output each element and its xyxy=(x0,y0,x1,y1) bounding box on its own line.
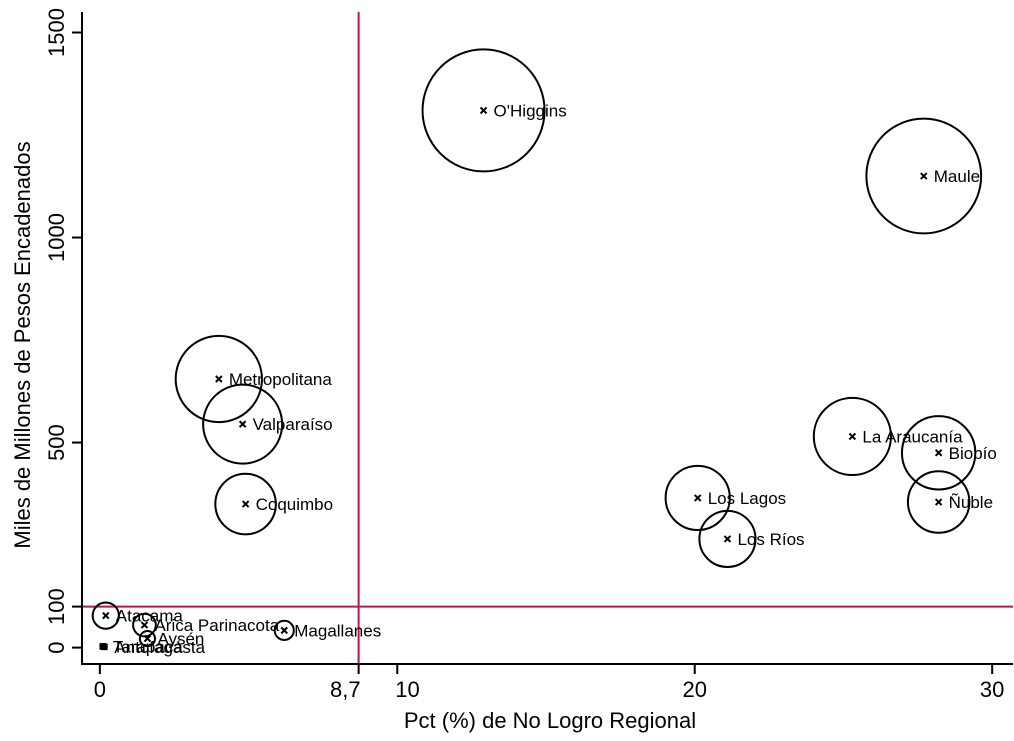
bubble xyxy=(906,470,971,534)
y-tick-label: 1000 xyxy=(44,213,69,262)
y-tick-label: 100 xyxy=(44,588,69,625)
point-marker xyxy=(479,106,488,115)
point-label: Antofagasta xyxy=(114,638,205,657)
point-marker xyxy=(238,420,247,428)
reference-lines xyxy=(82,12,1013,664)
point-marker xyxy=(215,375,223,383)
bubble xyxy=(273,619,295,641)
bubble xyxy=(202,383,284,465)
point-marker xyxy=(241,500,250,508)
y-tick-label: 500 xyxy=(44,424,69,461)
point-marker xyxy=(143,634,152,643)
point-markers xyxy=(99,106,943,651)
point-marker xyxy=(723,535,732,543)
point-label: Ñuble xyxy=(949,493,993,512)
point-marker xyxy=(280,626,288,635)
y-axis-label: Miles de Millones de Pesos Encadenados xyxy=(10,141,35,548)
point-label: Los Lagos xyxy=(708,489,786,508)
point-marker xyxy=(694,494,702,502)
bubble xyxy=(421,48,546,173)
point-marker xyxy=(100,643,109,651)
y-tick-label: 1500 xyxy=(44,8,69,57)
bubble xyxy=(214,472,277,536)
bubble xyxy=(698,509,757,568)
point-label: Los Ríos xyxy=(737,530,804,549)
bubble xyxy=(900,415,977,491)
bubble xyxy=(138,630,157,648)
point-marker xyxy=(920,172,928,180)
x-tick-label: 10 xyxy=(395,677,419,702)
bubbles xyxy=(91,48,983,651)
point-label: Maule xyxy=(934,167,980,186)
x-tick-label: 30 xyxy=(980,677,1004,702)
point-label: Coquimbo xyxy=(256,495,333,514)
point-label: Tarapacá xyxy=(113,637,183,656)
point-label: Magallanes xyxy=(294,621,381,640)
bubble xyxy=(865,117,983,235)
point-label: Biobío xyxy=(949,444,997,463)
y-tick-label: 0 xyxy=(44,641,69,653)
x-tick-label: 8,7 xyxy=(330,677,361,702)
point-marker xyxy=(934,449,943,457)
bubble xyxy=(91,601,120,630)
x-axis-label: Pct (%) de No Logro Regional xyxy=(404,708,696,733)
bubble xyxy=(664,464,731,532)
point-label: Atacama xyxy=(116,607,184,626)
point-marker xyxy=(140,621,149,629)
point-label: Arica Parinacota xyxy=(154,616,279,635)
point-label: Aysén xyxy=(157,630,204,649)
x-tick-label: 0 xyxy=(94,677,106,702)
bubble xyxy=(812,396,892,476)
x-tick-label: 20 xyxy=(682,677,706,702)
point-label: Metropolitana xyxy=(229,370,333,389)
point-labels: O'Higgins Maule Metropolitana Valparaíso Coq… xyxy=(113,101,997,656)
point-label: O'Higgins xyxy=(494,101,567,120)
axes: 0 8,7 10 20 30 0 100 500 1000 1500 xyxy=(44,8,1013,702)
bubble xyxy=(174,334,263,424)
point-label: Valparaíso xyxy=(253,415,333,434)
point-marker xyxy=(934,498,943,506)
point-marker xyxy=(102,611,110,620)
point-label: La Araucanía xyxy=(862,427,963,446)
point-marker xyxy=(848,432,857,441)
